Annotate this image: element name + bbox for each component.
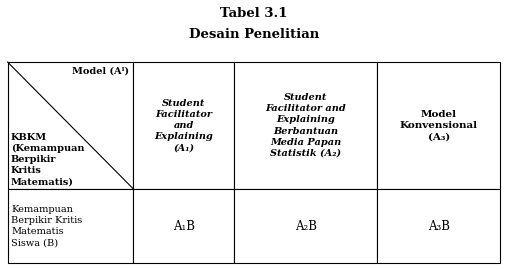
Text: Student
Facilitator and
Explaining
Berbantuan
Media Papan
Statistik (A₂): Student Facilitator and Explaining Berba… xyxy=(265,93,346,158)
Text: A₁B: A₁B xyxy=(173,220,195,232)
Text: Student
Facilitator
and
Explaining
(A₁): Student Facilitator and Explaining (A₁) xyxy=(154,99,213,152)
Text: A₃B: A₃B xyxy=(428,220,450,232)
Text: Model
Konvensional
(A₃): Model Konvensional (A₃) xyxy=(400,110,478,141)
Text: Desain Penelitian: Desain Penelitian xyxy=(189,28,319,41)
Text: KBKM
(Kemampuan
Berpikir
Kritis
Matematis): KBKM (Kemampuan Berpikir Kritis Matemati… xyxy=(11,133,84,186)
Text: Model (Aᴵ): Model (Aᴵ) xyxy=(72,67,129,76)
Text: A₂B: A₂B xyxy=(295,220,317,232)
Text: Tabel 3.1: Tabel 3.1 xyxy=(220,7,288,20)
Text: Kemampuan
Berpikir Kritis
Matematis
Siswa (B): Kemampuan Berpikir Kritis Matematis Sisw… xyxy=(11,205,82,247)
